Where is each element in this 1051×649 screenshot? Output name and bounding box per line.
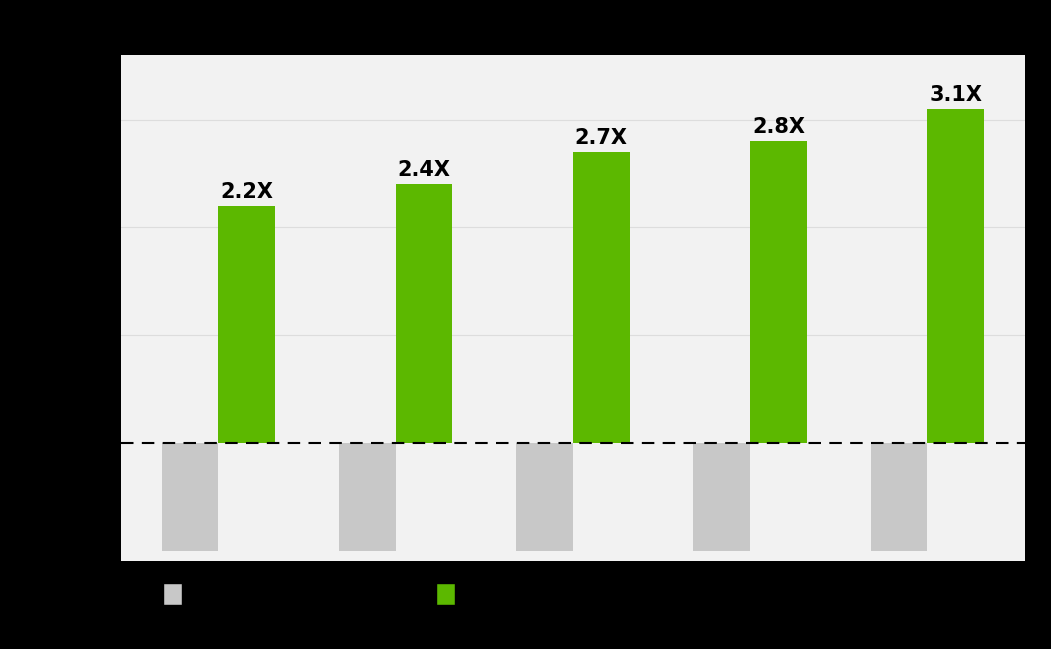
Text: 2.4X: 2.4X [397, 160, 451, 180]
Text: 2.8X: 2.8X [751, 117, 805, 137]
Bar [573, 152, 630, 443]
Text: 3.1X: 3.1X [929, 85, 982, 104]
Bar [162, 443, 219, 550]
Bar [395, 184, 452, 443]
Bar [516, 443, 573, 550]
Text: 2.7X: 2.7X [575, 128, 627, 148]
Bar [870, 443, 927, 550]
Text: 2.2X: 2.2X [221, 182, 273, 202]
Bar [694, 443, 750, 550]
Bar [338, 443, 395, 550]
Bar [219, 206, 275, 443]
Bar [750, 141, 807, 443]
Bar [927, 109, 984, 443]
